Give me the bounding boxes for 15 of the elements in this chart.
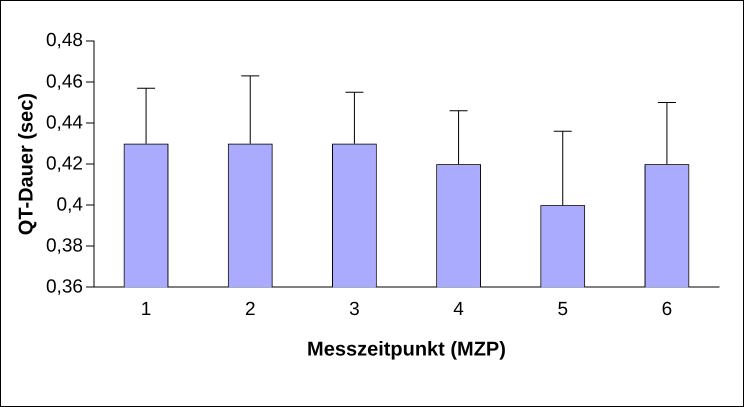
y-tick-label: 0,36 <box>46 276 83 298</box>
y-tick-label: 0,38 <box>46 235 83 256</box>
x-tick-label: 4 <box>453 298 464 320</box>
x-tick-label: 5 <box>557 298 568 320</box>
y-tick-label: 0,44 <box>46 112 84 134</box>
y-tick-label: 0,48 <box>46 30 83 52</box>
x-tick-label: 1 <box>140 298 152 320</box>
y-tick-label: 0,42 <box>46 153 83 174</box>
x-tick-label: 6 <box>662 298 672 320</box>
x-tick-label: 3 <box>349 298 360 320</box>
y-axis-title: QT-Dauer (sec) <box>16 92 38 236</box>
x-axis-title: Messzeitpunkt (MZP) <box>307 338 506 361</box>
y-tick-label: 0,4 <box>56 194 84 216</box>
x-tick-label: 2 <box>244 298 256 320</box>
y-tick-label: 0,46 <box>46 71 83 92</box>
